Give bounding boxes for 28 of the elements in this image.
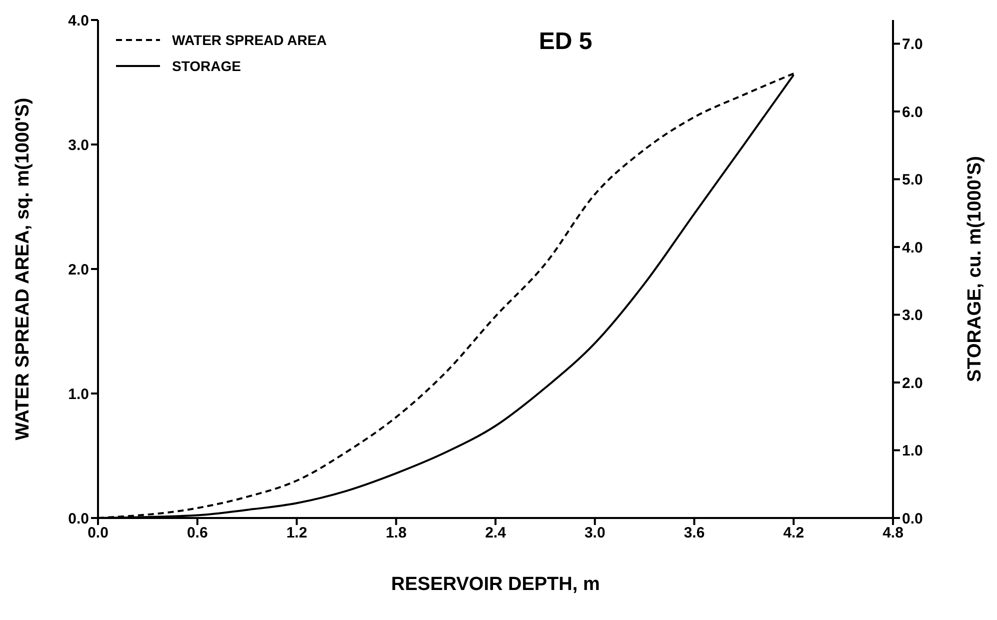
x-tick-label: 1.2: [286, 524, 308, 542]
y2-tick-label: 5.0: [902, 172, 923, 189]
x-tick-label: 2.4: [485, 524, 507, 542]
y2-tick-label: 1.0: [902, 442, 923, 460]
y2-tick-label: 7.0: [902, 36, 923, 54]
y-tick-label: 1.0: [68, 386, 89, 403]
y-axis-title: WATER SPREAD AREA, sq. m(1000'S): [12, 98, 34, 440]
x-tick-label: 3.0: [584, 524, 606, 542]
y2-tick-label: 6.0: [902, 104, 923, 121]
y-tick-label: 4.0: [68, 12, 89, 30]
x-tick-label: 4.2: [783, 524, 804, 542]
x-tick-label: 1.8: [386, 524, 407, 542]
y2-tick-label: 3.0: [902, 307, 923, 324]
y2-tick-label: 2.0: [902, 374, 923, 392]
y2-tick-label: 4.0: [902, 239, 923, 256]
x-tick-label: 4.8: [882, 524, 904, 542]
y-tick-label: 0.0: [68, 510, 89, 528]
x-tick-label: 0.0: [88, 524, 108, 542]
x-axis-title: RESERVOIR DEPTH, m: [391, 574, 600, 595]
chart-title: ED 5: [538, 28, 592, 55]
legend-label: WATER SPREAD AREA: [172, 32, 327, 48]
y2-tick-label: 0.0: [902, 510, 923, 528]
x-tick-label: 3.6: [684, 524, 705, 542]
y2-axis-title: STORAGE, cu. m(1000'S): [964, 156, 986, 382]
legend-label: STORAGE: [172, 58, 241, 74]
y-tick-label: 3.0: [68, 136, 89, 154]
x-tick-label: 0.6: [186, 524, 208, 542]
y-tick-label: 2.0: [68, 261, 89, 278]
